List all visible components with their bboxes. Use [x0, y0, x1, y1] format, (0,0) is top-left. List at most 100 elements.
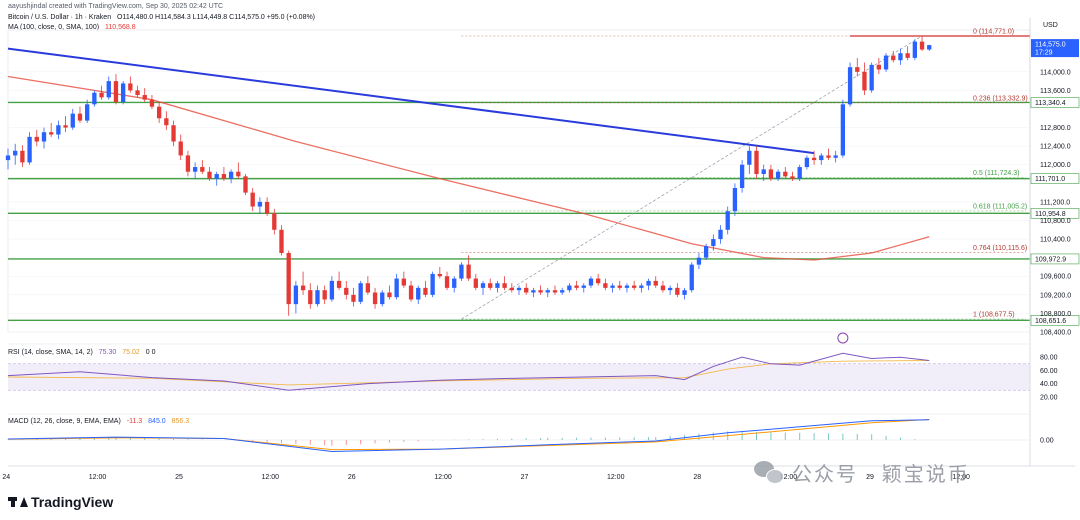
price-tick-label: 109,600.0: [1040, 274, 1071, 281]
current-price-label: 114,575.0: [1035, 42, 1066, 49]
candle-body: [747, 150, 752, 165]
support-level-tag: [1030, 173, 1080, 184]
candle-body: [27, 136, 32, 163]
candle-body: [236, 171, 241, 177]
support-level-tag: [1030, 208, 1080, 219]
candle-body: [113, 81, 119, 103]
candle-body: [919, 41, 925, 50]
candle-body: [696, 257, 702, 265]
fib-diagonal: [461, 35, 923, 320]
candle-body: [5, 155, 11, 161]
candle-body: [372, 292, 378, 305]
candle-body: [509, 287, 514, 291]
time-tick-label: 25: [175, 474, 183, 481]
candle-body: [315, 290, 320, 305]
ma100-line: [7, 75, 930, 261]
grid: [7, 29, 1031, 333]
symbol-legend: Bitcoin / U.S. Dollar · 1h · Kraken O114…: [8, 14, 319, 21]
candle-body: [891, 55, 896, 61]
fib-level-label: 0.618 (111,005.2): [973, 203, 1027, 210]
candle-body: [811, 157, 817, 161]
time-tick-label: 27: [521, 474, 529, 481]
symbol-title[interactable]: Bitcoin / U.S. Dollar · 1h · Kraken: [8, 14, 112, 21]
candle-body: [221, 174, 227, 179]
candle-body: [20, 150, 25, 163]
candle-body: [192, 167, 198, 172]
support-level-label: 113,340.4: [1035, 100, 1066, 107]
current-price-tag: [1031, 39, 1079, 58]
candle-body: [380, 292, 385, 305]
candle-body: [552, 290, 558, 293]
candle-body: [927, 45, 932, 50]
candle-body: [77, 113, 83, 121]
candle-body: [610, 285, 615, 288]
candle-body: [754, 150, 759, 175]
candle-body: [783, 171, 788, 177]
candle-body: [207, 171, 212, 179]
price-tick-label: 109,200.0: [1040, 292, 1071, 299]
candle-body: [847, 67, 853, 105]
main-pane-bg: [7, 29, 1031, 333]
price-tick-label: 108,400.0: [1040, 330, 1071, 337]
candles: [5, 35, 932, 316]
candle-body: [85, 104, 90, 121]
fib-level-label: 0.764 (110,115.6): [973, 245, 1027, 252]
candle-body: [574, 285, 579, 288]
currency-label[interactable]: USD: [1043, 22, 1058, 29]
candle-body: [596, 278, 601, 284]
candle-body: [185, 155, 191, 172]
support-level-label: 111,701.0: [1035, 176, 1065, 183]
time-tick-label: 12:00: [780, 474, 798, 481]
time-tick-label: 26: [348, 474, 356, 481]
candle-body: [444, 276, 450, 288]
watermark: 公众号 · 颖宝说币: [754, 458, 970, 487]
candle-body: [49, 132, 54, 135]
candle-body: [761, 169, 766, 175]
rsi-tick-label: 20.00: [1040, 394, 1058, 401]
candle-body: [56, 125, 61, 135]
candle-body: [344, 287, 349, 295]
candle-body: [538, 290, 543, 293]
price-tick-label: 113,600.0: [1040, 88, 1071, 95]
tradingview-logo-icon: [8, 495, 28, 509]
rsi-legend: RSI (14, close, SMA, 14, 2) 75.30 75.02 …: [8, 349, 159, 356]
macd-label[interactable]: MACD (12, 26, close, 9, EMA, EMA): [8, 418, 121, 425]
candle-body: [603, 283, 608, 288]
ma-label[interactable]: MA (100, close, 0, SMA, 100): [8, 24, 100, 31]
candle-body: [502, 283, 507, 288]
candle-body: [401, 278, 407, 286]
candle-body: [156, 106, 162, 119]
candle-body: [682, 290, 687, 295]
candle-body: [804, 157, 810, 168]
watermark-text: 公众号 · 颖宝说币: [792, 464, 970, 486]
rsi-extra: 0 0: [145, 349, 156, 356]
candle-body: [452, 278, 457, 288]
candle-body: [142, 95, 147, 100]
candle-body: [394, 278, 399, 298]
brand-name: TradingView: [31, 494, 114, 510]
candle-body: [358, 283, 363, 302]
support-levels: 113,340.4 111,701.0 110,954.8 109,972.9 108,…: [8, 97, 1080, 326]
macd-value: 845.0: [148, 418, 166, 425]
candle-body: [833, 155, 838, 158]
candle-body: [855, 67, 860, 72]
candle-body: [257, 201, 263, 207]
candle-body: [430, 273, 435, 295]
candle-body: [495, 283, 500, 288]
candle-body: [149, 99, 155, 107]
rsi-ma-value: 75.02: [122, 349, 140, 356]
candle-body: [775, 171, 781, 179]
candle-body: [581, 285, 586, 288]
candle-body: [293, 285, 299, 305]
wechat-icon: [754, 460, 784, 485]
trendline: [7, 47, 815, 155]
support-level-tag: [1030, 315, 1080, 326]
rsi-label[interactable]: RSI (14, close, SMA, 14, 2): [8, 349, 93, 356]
candle-body: [711, 239, 716, 247]
price-tick-label: 112,800.0: [1040, 125, 1071, 132]
candle-body: [624, 285, 630, 288]
support-level-tag: [1030, 97, 1080, 108]
candle-body: [106, 81, 111, 98]
candle-body: [660, 285, 666, 291]
